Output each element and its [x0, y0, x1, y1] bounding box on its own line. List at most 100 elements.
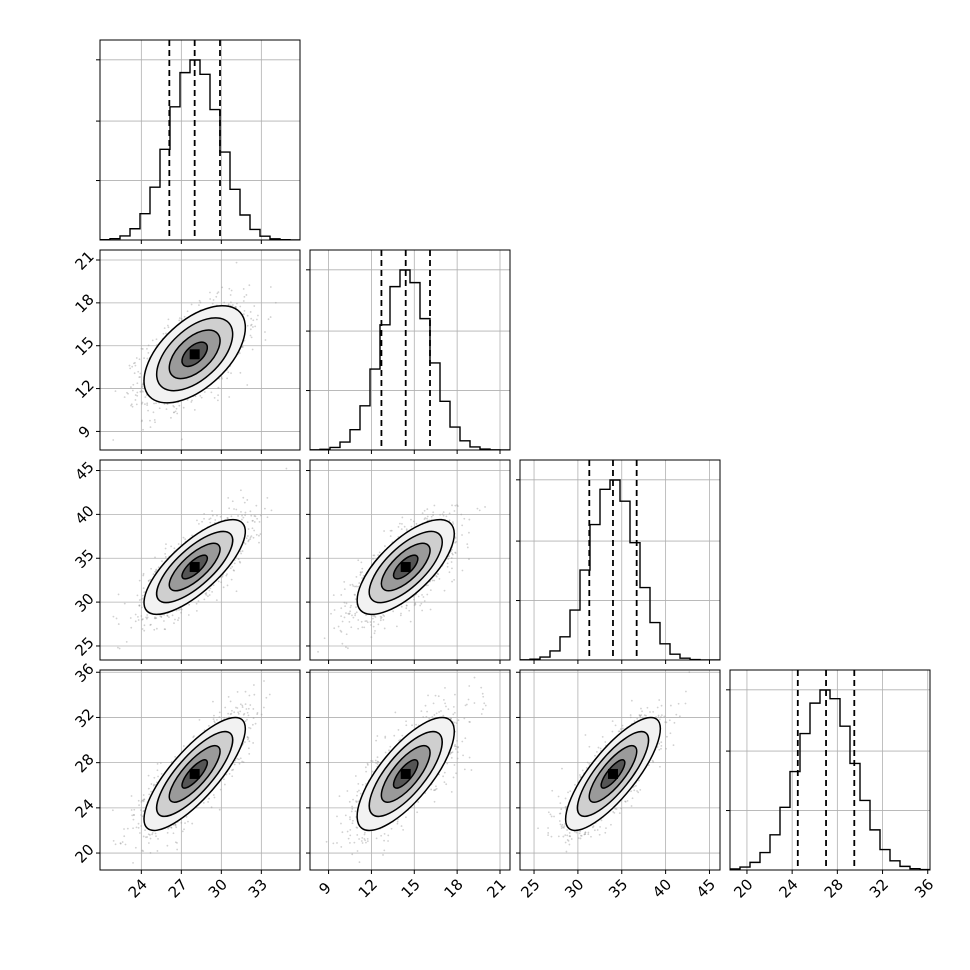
- sample-point: [115, 617, 118, 620]
- sample-point: [352, 616, 355, 619]
- sample-point: [343, 601, 346, 604]
- sample-point: [357, 619, 360, 621]
- sample-point: [256, 713, 259, 715]
- sample-point: [194, 395, 197, 398]
- sample-point: [455, 540, 458, 543]
- sample-point: [140, 420, 143, 423]
- sample-point: [161, 560, 163, 563]
- density-peak: [400, 562, 411, 573]
- sample-point: [409, 620, 412, 623]
- sample-point: [178, 609, 180, 611]
- sample-point: [179, 608, 182, 611]
- sample-point: [166, 831, 169, 834]
- sample-point: [451, 567, 453, 570]
- sample-point: [213, 721, 216, 724]
- sample-point: [366, 621, 369, 624]
- sample-point: [333, 609, 336, 611]
- sample-point: [373, 632, 376, 635]
- sample-point: [226, 517, 229, 520]
- sample-point: [119, 842, 122, 845]
- sample-point: [180, 317, 183, 320]
- sample-point: [365, 620, 368, 622]
- sample-point: [432, 514, 434, 517]
- y-tick-label: 35: [71, 546, 97, 572]
- sample-point: [248, 284, 251, 287]
- sample-point: [242, 516, 245, 519]
- sample-point: [150, 567, 153, 570]
- sample-point: [264, 339, 267, 341]
- sample-point: [232, 569, 235, 572]
- sample-point: [175, 609, 178, 612]
- sample-point: [429, 589, 432, 592]
- sample-point: [166, 615, 169, 617]
- sample-point: [339, 629, 342, 632]
- sample-point: [209, 291, 211, 294]
- sample-point: [134, 613, 137, 616]
- sample-point: [372, 625, 375, 628]
- sample-point: [429, 608, 432, 611]
- sample-point: [332, 594, 335, 597]
- sample-point: [140, 606, 143, 609]
- sample-point: [250, 317, 253, 320]
- sample-point: [154, 570, 156, 573]
- sample-point: [270, 509, 273, 512]
- sample-point: [451, 552, 454, 555]
- sample-point: [211, 302, 214, 305]
- sample-point: [256, 517, 259, 520]
- sample-point: [141, 628, 144, 630]
- sample-point: [450, 557, 453, 559]
- sample-point: [112, 439, 115, 441]
- sample-point: [213, 720, 216, 723]
- sample-point: [228, 507, 231, 510]
- sample-point: [405, 604, 408, 607]
- y-tick-label: 30: [71, 590, 97, 616]
- sample-point: [134, 394, 137, 396]
- sample-point: [198, 304, 200, 306]
- sample-point: [229, 567, 232, 570]
- sample-point: [208, 594, 211, 596]
- sample-point: [143, 624, 146, 627]
- sample-point: [250, 535, 253, 538]
- sample-point: [140, 615, 143, 617]
- sample-point: [373, 614, 376, 617]
- sample-point: [267, 318, 270, 321]
- sample-point: [399, 614, 402, 617]
- sample-point: [234, 306, 237, 308]
- sample-point: [410, 525, 413, 528]
- sample-point: [196, 519, 198, 522]
- sample-point: [134, 361, 136, 364]
- sample-point: [225, 574, 228, 577]
- sample-point: [211, 514, 214, 517]
- sample-point: [198, 522, 200, 525]
- sample-point: [446, 562, 449, 565]
- sample-point: [203, 391, 206, 393]
- sample-point: [155, 835, 157, 838]
- sample-point: [414, 603, 417, 606]
- sample-point: [246, 736, 249, 738]
- sample-point: [154, 617, 157, 620]
- sample-point: [355, 585, 358, 588]
- sample-point: [355, 576, 358, 578]
- sample-point: [133, 372, 136, 375]
- sample-point: [209, 521, 212, 524]
- sample-point: [138, 604, 141, 607]
- sample-point: [183, 315, 186, 318]
- sample-point: [340, 594, 343, 596]
- sample-point: [382, 614, 385, 616]
- sample-point: [141, 383, 144, 386]
- sample-point: [423, 600, 426, 602]
- sample-point: [383, 627, 386, 630]
- sample-point: [251, 348, 254, 351]
- sample-point: [135, 403, 138, 406]
- sample-point: [214, 519, 217, 521]
- sample-point: [437, 573, 440, 576]
- sample-point: [230, 301, 232, 304]
- sample-point: [210, 391, 213, 394]
- sample-point: [450, 561, 453, 563]
- sample-point: [451, 521, 454, 524]
- sample-point: [135, 357, 138, 359]
- sample-point: [147, 409, 149, 412]
- sample-point: [217, 580, 220, 583]
- sample-point: [447, 558, 450, 560]
- sample-point: [461, 524, 464, 527]
